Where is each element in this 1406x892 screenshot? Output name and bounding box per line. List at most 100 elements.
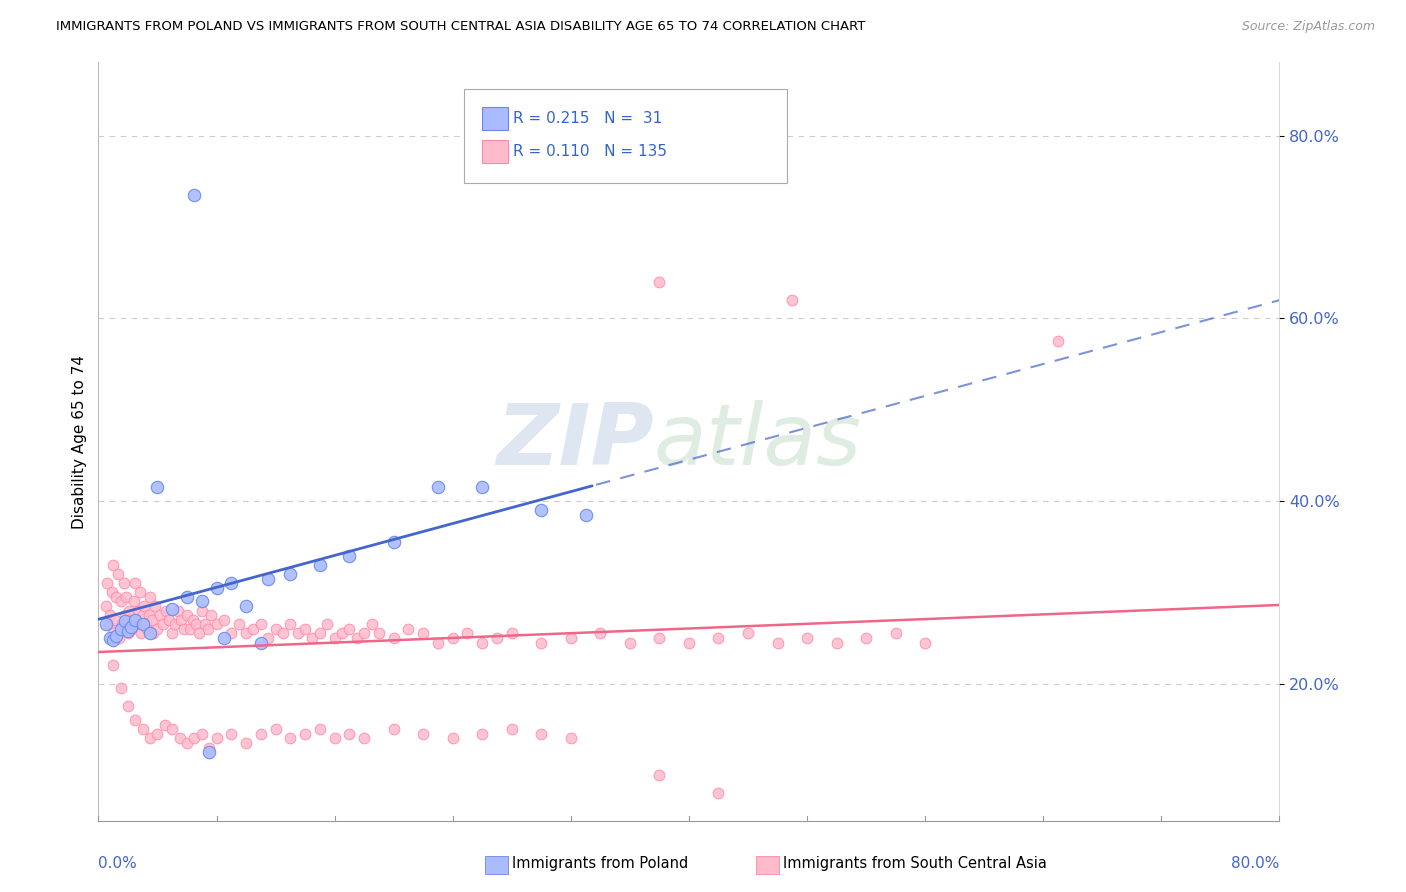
Point bbox=[135, 617, 157, 632]
Point bbox=[169, 731, 191, 746]
Point bbox=[143, 599, 166, 613]
Text: R = 0.110   N = 135: R = 0.110 N = 135 bbox=[513, 145, 668, 159]
Point bbox=[242, 622, 264, 636]
Point bbox=[309, 626, 332, 640]
Point bbox=[257, 572, 280, 586]
Point bbox=[648, 631, 671, 645]
Point bbox=[139, 626, 162, 640]
Point bbox=[330, 626, 353, 640]
Point bbox=[191, 727, 214, 741]
Point bbox=[530, 727, 553, 741]
Text: Source: ZipAtlas.com: Source: ZipAtlas.com bbox=[1241, 20, 1375, 33]
Point bbox=[412, 626, 434, 640]
Point bbox=[105, 629, 128, 643]
Point bbox=[141, 613, 163, 627]
Point bbox=[149, 608, 172, 623]
Point bbox=[441, 631, 464, 645]
Point bbox=[115, 590, 138, 604]
Point bbox=[142, 626, 165, 640]
Point bbox=[471, 727, 494, 741]
Point bbox=[212, 631, 235, 645]
Point bbox=[103, 626, 125, 640]
Point bbox=[153, 717, 176, 731]
Text: Immigrants from South Central Asia: Immigrants from South Central Asia bbox=[783, 856, 1047, 871]
Point bbox=[112, 576, 135, 591]
Point bbox=[441, 731, 464, 746]
Point bbox=[353, 731, 375, 746]
Point bbox=[134, 599, 156, 613]
Point bbox=[1046, 334, 1070, 348]
Point bbox=[124, 576, 146, 591]
Point bbox=[501, 626, 523, 640]
Point bbox=[120, 620, 142, 634]
Point bbox=[96, 576, 118, 591]
Point bbox=[294, 727, 316, 741]
Point bbox=[280, 566, 302, 581]
Text: 0.0%: 0.0% bbox=[98, 856, 138, 871]
Point bbox=[146, 480, 169, 494]
Point bbox=[309, 723, 332, 737]
Point bbox=[398, 622, 420, 636]
Point bbox=[530, 503, 553, 517]
Point bbox=[124, 713, 146, 727]
Point bbox=[110, 594, 132, 608]
Point bbox=[457, 626, 479, 640]
Point bbox=[368, 626, 391, 640]
Text: R = 0.215   N =  31: R = 0.215 N = 31 bbox=[513, 112, 662, 126]
Point bbox=[191, 594, 214, 608]
Point bbox=[162, 601, 183, 615]
Point bbox=[212, 613, 235, 627]
Point bbox=[560, 731, 582, 746]
Point bbox=[648, 768, 671, 782]
Point bbox=[264, 622, 287, 636]
Point bbox=[221, 727, 243, 741]
Point bbox=[117, 624, 139, 638]
Point bbox=[323, 731, 346, 746]
Point bbox=[120, 613, 142, 627]
Point bbox=[855, 631, 877, 645]
Point bbox=[235, 599, 257, 613]
Point bbox=[287, 626, 309, 640]
Point bbox=[108, 631, 131, 645]
Point bbox=[183, 187, 205, 202]
Point bbox=[707, 631, 730, 645]
Point bbox=[412, 727, 434, 741]
Point bbox=[382, 535, 405, 549]
Point bbox=[575, 508, 598, 522]
Point bbox=[257, 631, 280, 645]
Point bbox=[471, 635, 494, 649]
Point bbox=[118, 603, 141, 617]
Point bbox=[183, 731, 205, 746]
Point bbox=[179, 622, 201, 636]
Point bbox=[198, 740, 221, 755]
Point bbox=[648, 275, 671, 289]
Point bbox=[100, 585, 122, 599]
Point bbox=[103, 558, 125, 572]
Point bbox=[198, 745, 221, 759]
Point bbox=[353, 626, 375, 640]
Text: Immigrants from Poland: Immigrants from Poland bbox=[512, 856, 688, 871]
Point bbox=[280, 731, 302, 746]
Point bbox=[589, 626, 612, 640]
Point bbox=[121, 622, 143, 636]
Point bbox=[98, 631, 121, 645]
Point bbox=[280, 617, 302, 632]
Point bbox=[138, 608, 160, 623]
Point bbox=[228, 617, 250, 632]
Point bbox=[346, 631, 368, 645]
Point bbox=[486, 631, 509, 645]
Point bbox=[98, 608, 121, 623]
Point bbox=[176, 736, 198, 750]
Point bbox=[235, 736, 257, 750]
Point bbox=[114, 608, 136, 623]
Point bbox=[176, 608, 198, 623]
Point bbox=[825, 635, 848, 649]
Point bbox=[382, 631, 405, 645]
Point bbox=[103, 658, 125, 673]
Point bbox=[205, 581, 228, 595]
Text: atlas: atlas bbox=[654, 400, 862, 483]
Point bbox=[132, 608, 155, 623]
Point bbox=[294, 622, 316, 636]
Point bbox=[316, 617, 339, 632]
Point bbox=[200, 608, 222, 623]
